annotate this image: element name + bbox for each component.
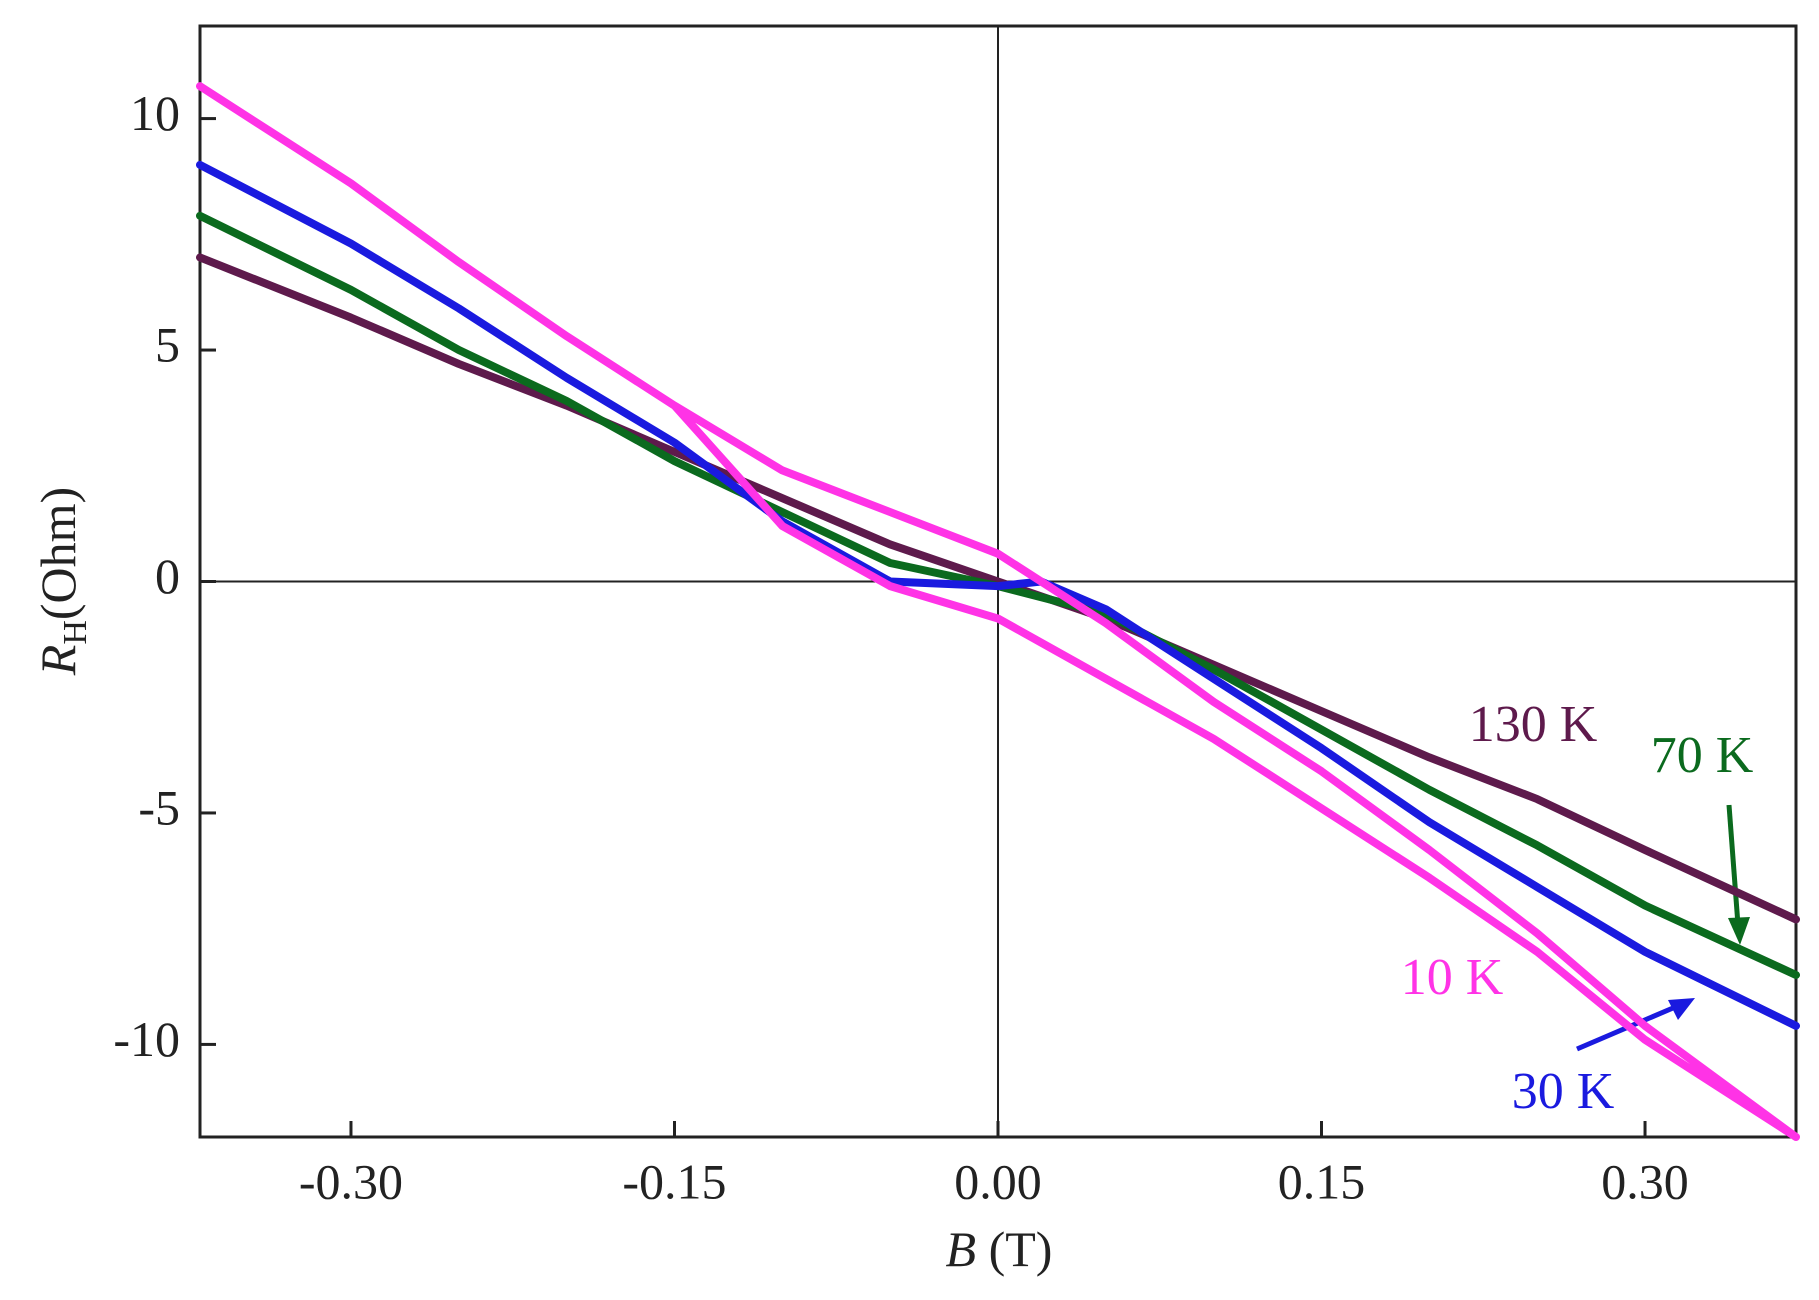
series-line	[196, 160, 1800, 1030]
x-tick-label: 0.30	[1601, 1153, 1689, 1209]
arrow-70k	[1726, 804, 1741, 926]
series-line	[196, 253, 1800, 924]
y-label-symbol: R	[30, 645, 86, 677]
x-axis-label: B (T)	[946, 1221, 1053, 1277]
y-tick-label: -10	[113, 1011, 180, 1067]
series-label: 70 K	[1651, 727, 1754, 784]
y-tick-label: 5	[155, 317, 180, 373]
series-label: 30 K	[1512, 1063, 1615, 1120]
x-tick-label: 0.15	[1278, 1153, 1366, 1209]
x-label-symbol: B	[946, 1221, 977, 1277]
arrow-head-70k	[1728, 917, 1750, 945]
y-tick-label: 10	[130, 85, 180, 141]
x-tick-label: -0.30	[299, 1153, 403, 1209]
y-axis-label: RH(Ohm)	[30, 487, 93, 676]
x-label-unit: (T)	[989, 1221, 1053, 1277]
y-tick-label: 0	[155, 548, 180, 604]
x-tick-label: 0.00	[954, 1153, 1042, 1209]
x-tick-label: -0.15	[622, 1153, 726, 1209]
series-label: 10 K	[1401, 949, 1504, 1006]
arrow-head-30k	[1668, 998, 1695, 1020]
y-label-subscript: H	[57, 620, 94, 645]
series-label: 130 K	[1469, 696, 1598, 753]
series-line	[196, 82, 1800, 1141]
y-label-unit: (Ohm)	[30, 487, 86, 620]
y-tick-label: -5	[138, 779, 180, 835]
